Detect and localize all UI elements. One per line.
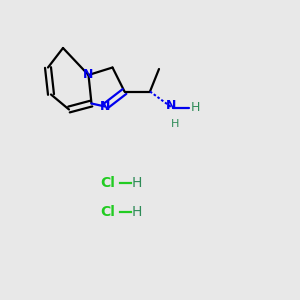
Text: Cl: Cl — [100, 205, 116, 218]
Text: N: N — [100, 100, 110, 113]
Text: H: H — [191, 101, 200, 114]
Text: H: H — [131, 176, 142, 190]
Text: N: N — [83, 68, 94, 82]
Text: H: H — [171, 118, 180, 129]
Text: N: N — [166, 99, 176, 112]
Text: Cl: Cl — [100, 176, 116, 190]
Text: H: H — [131, 205, 142, 218]
